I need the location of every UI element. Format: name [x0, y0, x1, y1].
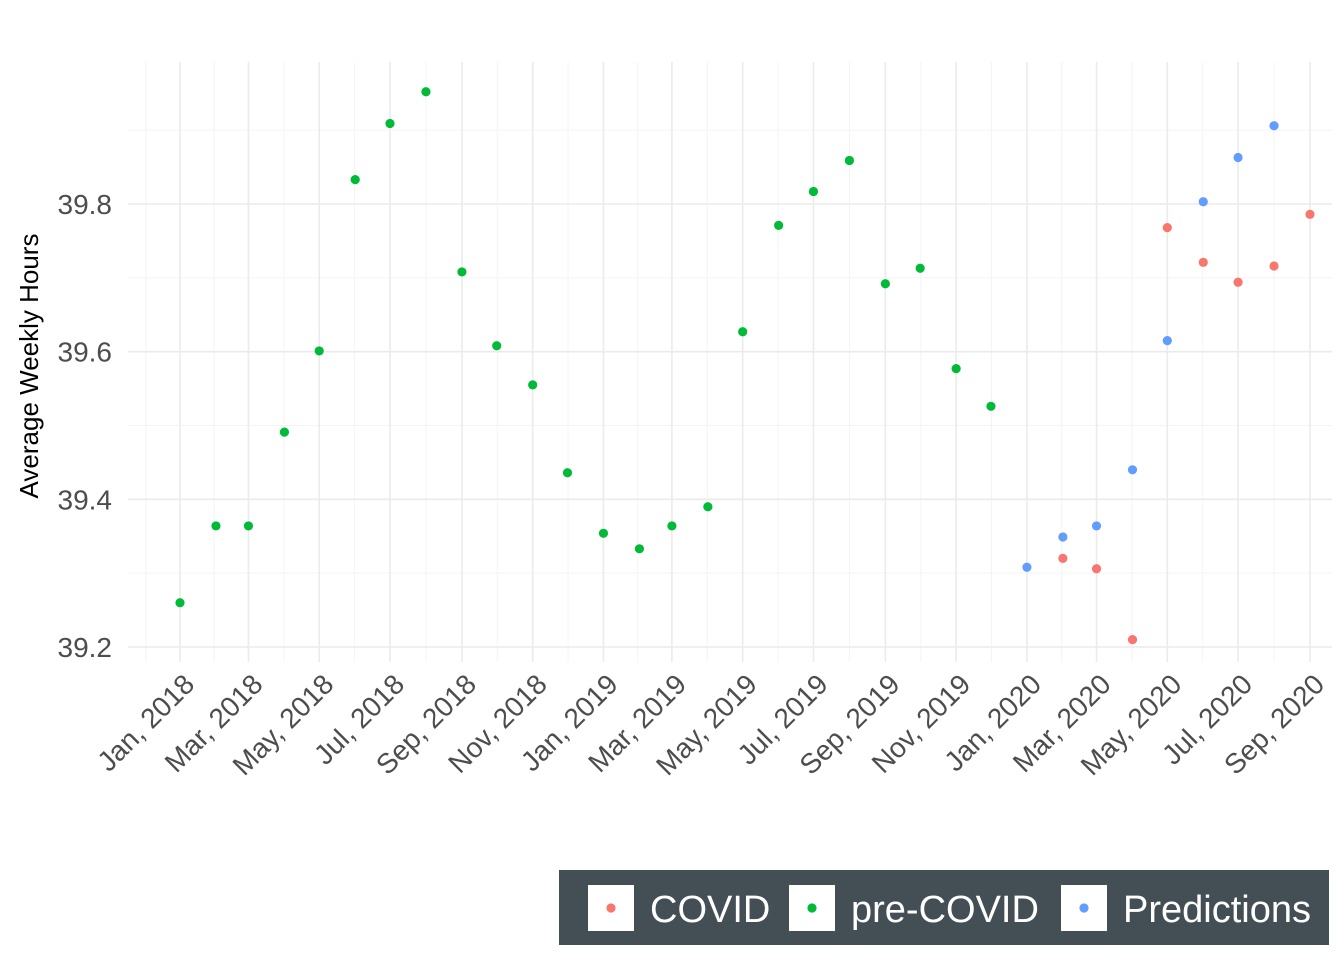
point-pre-covid [951, 364, 961, 374]
point-pre-covid [808, 186, 819, 197]
point-pre-covid [598, 528, 609, 538]
point-pre-covid [774, 220, 784, 231]
point-pre-covid [457, 267, 467, 277]
legend-key-dot [1079, 903, 1089, 913]
point-predictions [1233, 152, 1243, 163]
y-tick-label: 39.4 [58, 484, 113, 515]
legend-background [559, 870, 1329, 945]
point-predictions [1022, 562, 1032, 572]
point-covid [1305, 209, 1315, 219]
point-predictions [1058, 532, 1068, 542]
legend-label: Predictions [1123, 889, 1311, 931]
legend-key-dot [807, 903, 817, 913]
point-pre-covid [844, 155, 855, 166]
point-covid [1233, 277, 1243, 287]
point-pre-covid [528, 380, 538, 390]
point-pre-covid [986, 401, 996, 411]
point-predictions [1127, 465, 1138, 475]
y-tick-label: 39.6 [58, 337, 113, 368]
point-covid [1058, 553, 1068, 564]
y-axis-ticks: 39.2 39.4 39.6 39.8 [58, 189, 113, 663]
legend-label: COVID [650, 889, 770, 931]
point-pre-covid [279, 427, 290, 437]
point-pre-covid [492, 341, 502, 351]
point-pre-covid [350, 175, 360, 185]
grid-minor [128, 62, 1332, 662]
data-points [175, 87, 1315, 645]
point-pre-covid [243, 521, 254, 531]
grid-major [128, 62, 1332, 662]
point-pre-covid [634, 544, 645, 554]
legend-key-dot [606, 903, 616, 913]
point-pre-covid [314, 346, 324, 356]
point-pre-covid [421, 87, 431, 97]
point-pre-covid [738, 327, 748, 337]
point-pre-covid [880, 279, 890, 289]
legend-label: pre-COVID [851, 889, 1039, 931]
y-tick-label: 39.8 [58, 189, 113, 220]
point-predictions [1091, 521, 1102, 531]
point-covid [1198, 257, 1208, 267]
point-predictions [1198, 197, 1208, 207]
point-covid [1127, 635, 1138, 645]
point-pre-covid [562, 468, 573, 478]
point-predictions [1269, 121, 1279, 131]
point-pre-covid [385, 118, 395, 129]
point-predictions [1162, 335, 1172, 346]
legend: COVID pre-COVID Predictions [559, 870, 1329, 945]
point-covid [1269, 261, 1279, 271]
point-pre-covid [703, 502, 713, 512]
y-axis-title: Average Weekly Hours [14, 234, 44, 499]
y-tick-label: 39.2 [58, 632, 113, 663]
point-pre-covid [915, 263, 925, 273]
point-covid [1091, 564, 1102, 574]
point-pre-covid [667, 521, 677, 531]
point-covid [1162, 223, 1172, 233]
point-pre-covid [211, 521, 221, 531]
point-pre-covid [175, 598, 185, 608]
